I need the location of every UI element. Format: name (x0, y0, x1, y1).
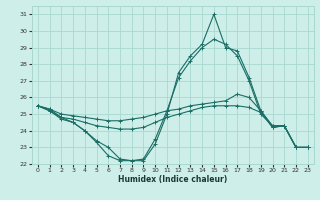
X-axis label: Humidex (Indice chaleur): Humidex (Indice chaleur) (118, 175, 228, 184)
